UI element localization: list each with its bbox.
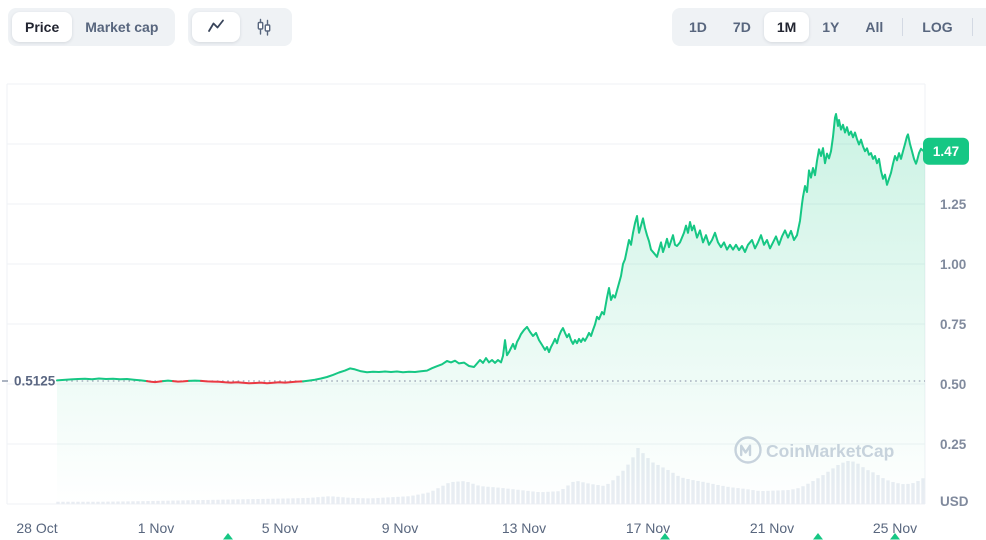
y-tick-label: 1.00: [940, 257, 966, 272]
range-1m-button[interactable]: 1M: [763, 12, 810, 42]
price-area: [57, 114, 925, 504]
x-tick-label: 17 Nov: [626, 520, 670, 536]
x-tick-label: 21 Nov: [750, 520, 794, 536]
candlestick-icon: [257, 18, 271, 36]
y-tick-label: 0.75: [940, 317, 967, 332]
baseline-price-label: 0.5125: [14, 374, 56, 389]
range-7d-button[interactable]: 7D: [720, 12, 764, 42]
y-axis-labels: 1.25 1.00 0.75 0.50 0.25 USD: [940, 197, 969, 509]
event-marker: [890, 533, 900, 540]
line-chart-icon: [208, 19, 224, 32]
x-axis-labels: 28 Oct 1 Nov 5 Nov 9 Nov 13 Nov 17 Nov 21 Nov 2…: [16, 520, 917, 536]
baseline: 0.5125: [2, 374, 925, 389]
metric-toggle: Price Market cap: [8, 8, 176, 46]
event-marker: [660, 533, 670, 540]
market-cap-tab[interactable]: Market cap: [72, 12, 171, 42]
line-chart-type-button[interactable]: [192, 12, 240, 42]
y-tick-label: 0.50: [940, 377, 966, 392]
price-tab[interactable]: Price: [12, 12, 73, 42]
log-scale-button[interactable]: LOG: [909, 12, 965, 42]
x-tick-label: 1 Nov: [138, 520, 175, 536]
candlestick-type-button[interactable]: [240, 12, 288, 42]
price-line: [56, 113, 926, 385]
x-tick-label: 9 Nov: [382, 520, 419, 536]
current-price-badge: 1.47: [923, 137, 969, 165]
currency-label: USD: [940, 494, 969, 509]
x-tick-label: 28 Oct: [16, 520, 57, 536]
toolbar-divider: [971, 18, 973, 36]
range-1d-button[interactable]: 1D: [676, 12, 720, 42]
x-tick-label: 25 Nov: [873, 520, 917, 536]
toolbar-divider: [902, 18, 904, 36]
x-tick-label: 13 Nov: [502, 520, 546, 536]
range-1y-button[interactable]: 1Y: [809, 12, 852, 42]
y-tick-label: 1.25: [940, 197, 967, 212]
event-markers: [223, 533, 900, 540]
x-tick-label: 5 Nov: [262, 520, 299, 536]
y-tick-label: 0.25: [940, 437, 967, 452]
chart-toolbar: Price Market cap 1D 7D 1M 1Y: [0, 0, 986, 56]
event-marker: [813, 533, 823, 540]
range-all-button[interactable]: All: [852, 12, 896, 42]
event-marker: [223, 533, 233, 540]
more-options-button[interactable]: ···: [979, 12, 986, 42]
range-toggle: 1D 7D 1M 1Y All LOG ···: [672, 8, 986, 46]
current-price-label: 1.47: [933, 144, 959, 159]
chart-type-toggle: [188, 8, 292, 46]
